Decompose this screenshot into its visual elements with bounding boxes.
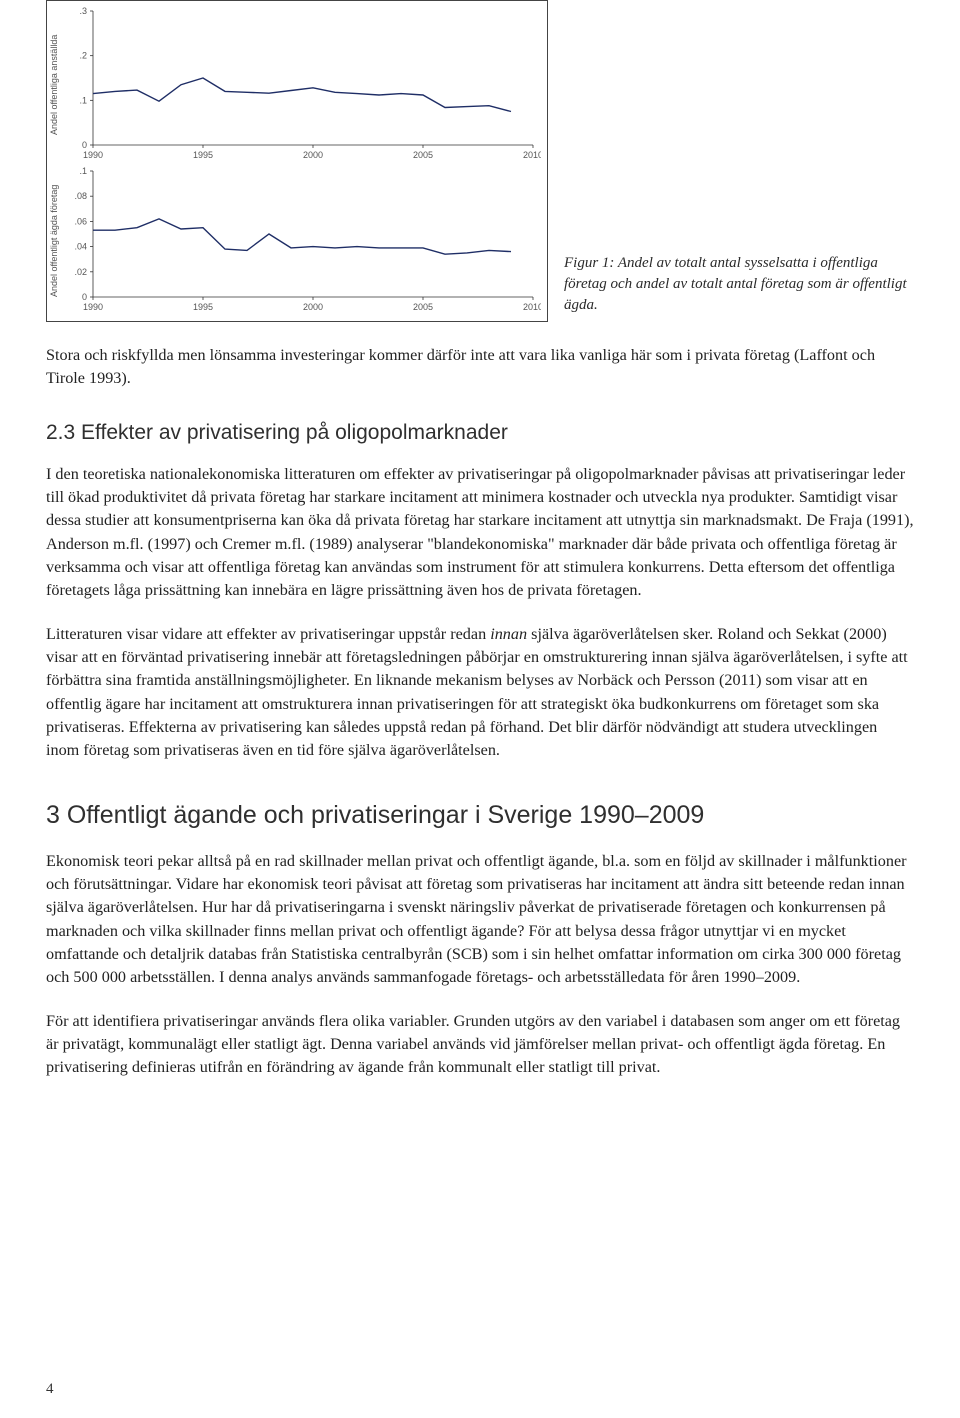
- svg-text:0: 0: [82, 292, 87, 302]
- svg-text:.06: .06: [74, 216, 87, 226]
- svg-text:.1: .1: [79, 166, 87, 176]
- svg-text:2000: 2000: [303, 302, 323, 312]
- para3-emph: innan: [490, 625, 527, 643]
- page-number: 4: [46, 1381, 54, 1398]
- paragraph-intro: Stora och riskfyllda men lönsamma invest…: [46, 344, 914, 391]
- svg-text:1995: 1995: [193, 150, 213, 160]
- paragraph-2: I den teoretiska nationalekonomiska litt…: [46, 463, 914, 603]
- svg-text:.2: .2: [79, 51, 87, 61]
- heading-3: 3 Offentligt ägande och privatiseringar …: [46, 801, 914, 830]
- chart-top: Andel offentliga anställda 0 .1 .2 .3 1990 19…: [47, 5, 541, 165]
- svg-text:.1: .1: [79, 95, 87, 105]
- paragraph-3: Litteraturen visar vidare att effekter a…: [46, 623, 914, 763]
- para3-before: Litteraturen visar vidare att effekter a…: [46, 625, 490, 643]
- svg-text:.08: .08: [74, 191, 87, 201]
- chart-top-ylabel: Andel offentliga anställda: [47, 5, 65, 165]
- svg-text:1995: 1995: [193, 302, 213, 312]
- svg-text:2005: 2005: [413, 150, 433, 160]
- svg-text:0: 0: [82, 140, 87, 150]
- figure-frame: Andel offentliga anställda 0 .1 .2 .3 1990 19…: [46, 0, 548, 322]
- svg-text:2010: 2010: [523, 150, 541, 160]
- svg-text:.3: .3: [79, 6, 87, 16]
- svg-text:2005: 2005: [413, 302, 433, 312]
- figure-caption: Figur 1: Andel av totalt antal sysselsat…: [564, 253, 914, 322]
- para3-after: själva ägaröverlåtelsen sker. Roland och…: [46, 625, 908, 760]
- figure-1: Andel offentliga anställda 0 .1 .2 .3 1990 19…: [46, 0, 914, 322]
- chart-bottom-ylabel: Andel offentligt ägda företag: [47, 165, 65, 317]
- paragraph-4: Ekonomisk teori pekar alltså på en rad s…: [46, 850, 914, 990]
- svg-text:1990: 1990: [83, 302, 103, 312]
- paragraph-5: För att identifiera privatiseringar anvä…: [46, 1010, 914, 1080]
- chart-bottom: Andel offentligt ägda företag 0 .02 .04 .06…: [47, 165, 541, 317]
- svg-text:.02: .02: [74, 267, 87, 277]
- heading-2-3: 2.3 Effekter av privatisering på oligopo…: [46, 421, 914, 445]
- svg-text:2010: 2010: [523, 302, 541, 312]
- svg-text:1990: 1990: [83, 150, 103, 160]
- svg-text:.04: .04: [74, 242, 87, 252]
- svg-text:2000: 2000: [303, 150, 323, 160]
